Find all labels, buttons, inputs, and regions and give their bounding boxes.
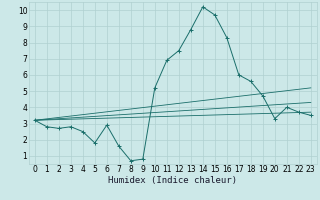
X-axis label: Humidex (Indice chaleur): Humidex (Indice chaleur) [108, 176, 237, 185]
